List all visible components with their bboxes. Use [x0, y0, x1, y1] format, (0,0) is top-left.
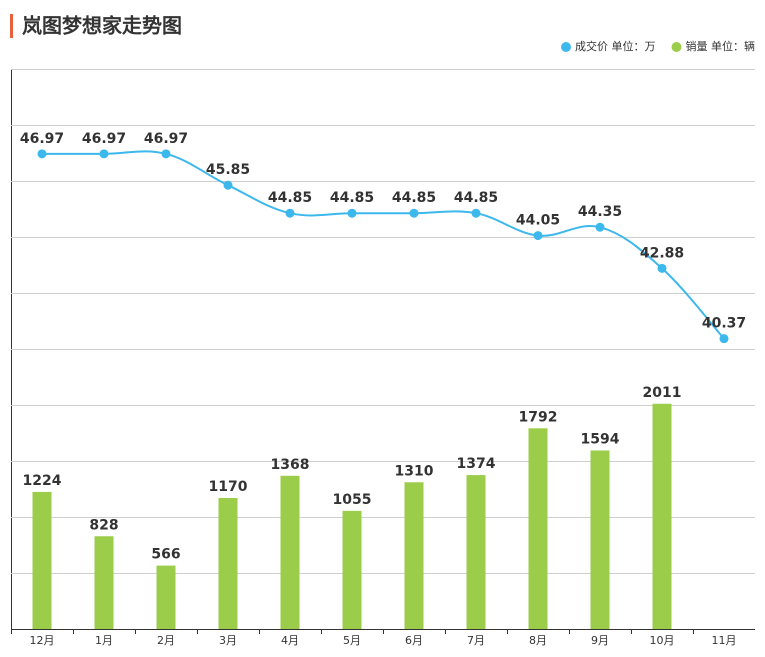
point — [595, 222, 605, 232]
data-label: 1792 — [519, 409, 558, 425]
legend-marker — [561, 42, 571, 52]
x-tick-label: 2月 — [157, 634, 175, 647]
data-label: 828 — [89, 517, 118, 533]
point — [161, 149, 171, 159]
x-tick-label: 5月 — [343, 634, 361, 647]
x-tick-label: 11月 — [712, 634, 737, 647]
data-label: 44.35 — [578, 204, 622, 220]
x-tick-label: 8月 — [529, 634, 547, 647]
point — [37, 149, 47, 159]
data-label: 1374 — [457, 456, 496, 472]
bar — [32, 491, 52, 629]
point — [471, 208, 481, 218]
point — [347, 208, 357, 218]
legend-label: 成交价 单位：万 — [575, 39, 656, 53]
point — [409, 208, 419, 218]
data-label: 1170 — [209, 479, 248, 495]
legend-marker — [671, 42, 682, 52]
point — [285, 208, 295, 218]
data-label: 44.85 — [454, 190, 498, 206]
bar — [652, 403, 672, 629]
bar — [528, 428, 548, 629]
point — [657, 263, 667, 273]
point — [99, 149, 109, 159]
point — [719, 334, 729, 344]
bar — [590, 450, 610, 629]
data-label: 566 — [151, 547, 180, 563]
data-label: 2011 — [643, 385, 682, 401]
legend-label: 销量 单位：辆 — [686, 39, 756, 53]
point — [223, 180, 233, 190]
x-tick-label: 9月 — [591, 634, 609, 647]
x-tick-label: 7月 — [467, 634, 485, 647]
data-label: 44.85 — [330, 190, 374, 206]
x-tick-label: 4月 — [281, 634, 299, 647]
data-label: 46.97 — [82, 131, 126, 147]
bar — [218, 497, 238, 629]
bar — [156, 565, 176, 629]
point — [533, 231, 543, 241]
x-tick-label: 3月 — [219, 634, 237, 647]
chart-title: 岚图梦想家走势图 — [22, 14, 182, 38]
x-tick-label: 6月 — [405, 634, 423, 647]
data-label: 1224 — [23, 473, 62, 489]
data-label: 44.05 — [516, 213, 560, 229]
x-tick-label: 1月 — [95, 634, 113, 647]
bar — [404, 482, 424, 629]
data-label: 46.97 — [20, 131, 64, 147]
bar — [466, 475, 486, 629]
data-label: 1055 — [333, 492, 372, 508]
data-label: 46.97 — [144, 131, 188, 147]
data-label: 1594 — [581, 431, 620, 447]
data-label: 44.85 — [392, 190, 436, 206]
data-label: 40.37 — [702, 316, 746, 332]
data-label: 1368 — [271, 457, 310, 473]
data-label: 45.85 — [206, 162, 250, 178]
bar — [280, 475, 300, 629]
line — [42, 150, 725, 340]
data-label: 1310 — [395, 463, 434, 479]
x-tick-label: 10月 — [650, 634, 675, 647]
bar — [342, 510, 362, 629]
data-label: 44.85 — [268, 190, 312, 206]
x-tick-label: 12月 — [30, 634, 55, 647]
title-accent — [10, 14, 13, 38]
bar — [94, 536, 114, 629]
data-label: 42.88 — [640, 245, 684, 261]
